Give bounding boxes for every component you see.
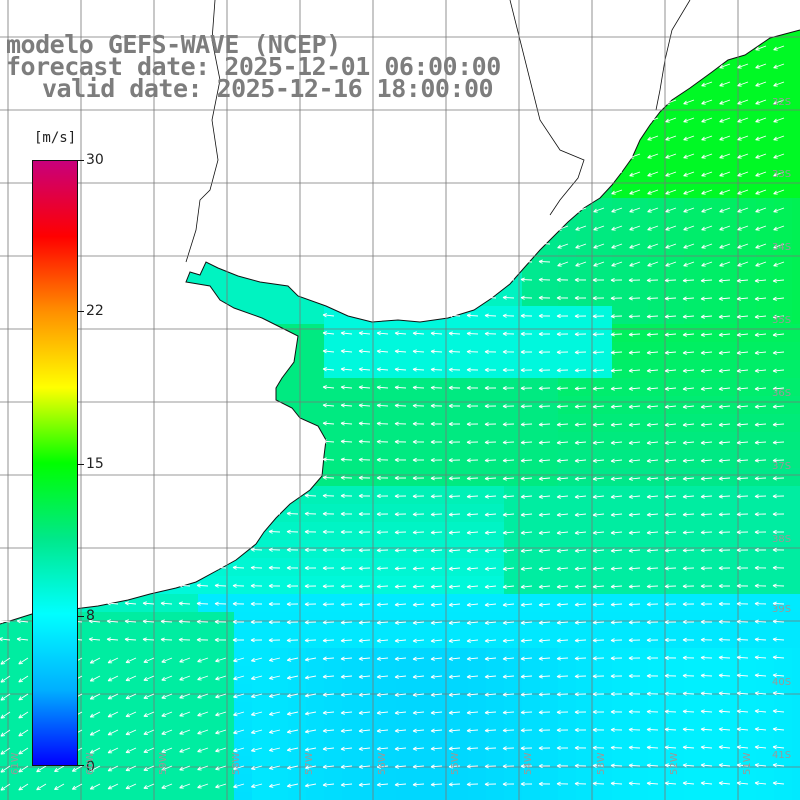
land-area [0, 0, 800, 624]
lon-label-58w: 58W [231, 752, 242, 775]
colorbar-tickmark [78, 765, 84, 766]
lon-label-52w: 52W [669, 752, 680, 775]
lat-label-35s: 35S [772, 315, 792, 326]
lat-label-39s: 39S [772, 604, 792, 615]
border-line [185, 0, 221, 263]
lon-label-60w: 60W [85, 752, 96, 775]
lon-label-59w: 59W [158, 752, 169, 775]
lat-label-34s: 34S [772, 242, 792, 253]
valid-date: valid date: 2025-12-16 18:00:00 [42, 74, 494, 103]
lat-label-33s: 33S [772, 169, 792, 180]
lat-label-36s: 36S [772, 388, 792, 399]
colorbar-unit: [m/s] [34, 130, 77, 146]
colorbar [32, 160, 78, 766]
lon-label-51w: 51W [742, 752, 753, 775]
colorbar-tick-0: 0 [86, 759, 95, 775]
colorbar-tickmark [78, 311, 84, 312]
model-title: modelo GEFS-WAVE (NCEP) [6, 30, 341, 59]
lat-label-40s: 40S [772, 677, 792, 688]
lat-label-41s: 41S [772, 750, 792, 761]
coastline [0, 29, 800, 625]
colorbar-tick-8: 8 [86, 608, 95, 624]
colorbar-tick-30: 30 [86, 152, 104, 168]
colorbar-tickmark [78, 464, 84, 465]
colorbar-tick-22: 22 [86, 303, 104, 319]
wind-vectors [0, 9, 785, 791]
colorbar-tick-15: 15 [86, 456, 104, 472]
lon-label-53w: 53W [596, 752, 607, 775]
lon-label-55w: 55W [450, 752, 461, 775]
forecast-date: forecast date: 2025-12-01 06:00:00 [6, 52, 501, 81]
lon-label-56w: 56W [377, 752, 388, 775]
border-line [509, 0, 585, 216]
lon-label-61w: 61W [10, 752, 21, 775]
lon-label-54w: 54W [523, 752, 534, 775]
lat-label-38s: 38S [772, 534, 792, 545]
colorbar-tickmark [78, 616, 84, 617]
lat-label-32s: 32S [772, 97, 792, 108]
lon-label-57w: 57W [304, 752, 315, 775]
lat-label-37s: 37S [772, 461, 792, 472]
colorbar-tickmark [78, 160, 84, 161]
